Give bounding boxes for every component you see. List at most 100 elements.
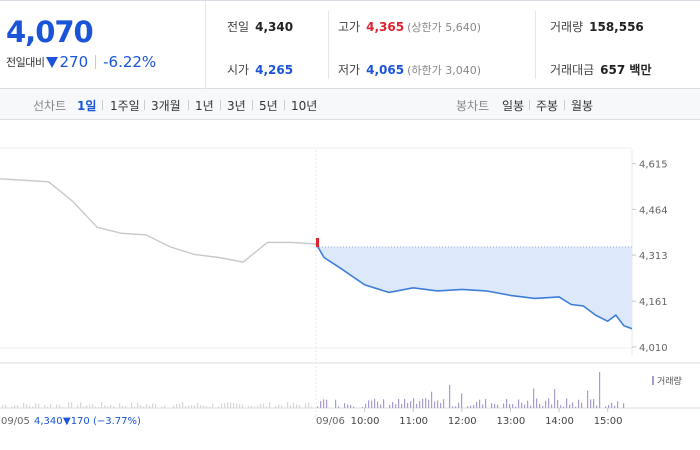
volume-bar	[5, 404, 7, 408]
volume-bar	[482, 404, 484, 408]
volume-bar	[428, 399, 430, 408]
volume-bar	[410, 401, 412, 408]
volume-bar	[293, 402, 295, 408]
volume-bar	[581, 402, 583, 408]
volume-bar	[125, 405, 127, 408]
volume-bar	[227, 402, 229, 408]
volume-bar	[131, 402, 133, 408]
volume-bar	[605, 406, 607, 408]
volume-bar	[263, 403, 265, 408]
volume-bar	[485, 399, 487, 408]
volume-bar	[305, 403, 307, 408]
volume-bar	[14, 405, 16, 408]
volume-bar	[104, 405, 106, 408]
volume-bar	[416, 403, 418, 408]
volume-bar	[458, 402, 460, 408]
volume-bar	[362, 406, 364, 408]
volume-bar	[182, 402, 184, 408]
volume-bar	[173, 405, 175, 408]
volume-bar	[383, 399, 385, 408]
volume: 거래량 158,556	[550, 20, 644, 34]
volume-bar	[212, 403, 214, 408]
volume-bar	[494, 403, 496, 408]
volume-bar	[377, 401, 379, 408]
volume-bar	[47, 406, 49, 408]
prev-day-close: 4,340	[34, 416, 63, 427]
candle-daily[interactable]: 일봉	[502, 99, 525, 113]
price-change: 전일대비 270 -6.22%	[6, 53, 156, 71]
period-1w[interactable]: 1주일	[110, 99, 140, 113]
price-tick-label: 4,615	[639, 160, 668, 171]
period-10y[interactable]: 10년	[291, 99, 318, 113]
current-price-box: 4,070 전일대비 270 -6.22%	[0, 1, 206, 89]
volume-bar	[311, 406, 313, 408]
volume-bar	[290, 405, 292, 408]
volume-bar	[545, 400, 547, 408]
volume-bar	[521, 402, 523, 408]
volume-bar	[110, 404, 112, 408]
volume-bar	[590, 399, 592, 408]
volume-bar	[608, 404, 610, 408]
volume-bar	[434, 401, 436, 408]
price-chart[interactable]: 4,615 4,464 4,313 4,161 4,010 거래량 09/05 4,34…	[0, 120, 700, 450]
volume-bar	[17, 404, 19, 408]
volume-bar	[179, 404, 181, 408]
volume-bar	[236, 403, 238, 408]
period-3y[interactable]: 3년	[227, 99, 246, 113]
volume-bar	[413, 398, 415, 408]
period-1d[interactable]: 1일	[77, 99, 97, 113]
volume-bar	[155, 404, 157, 408]
volume-bar	[542, 405, 544, 408]
divider	[144, 100, 145, 110]
time-tick-label: 13:00	[496, 416, 525, 427]
prev-day-date: 09/05	[1, 416, 30, 427]
volume-bar	[287, 402, 289, 408]
volume-bar	[98, 406, 100, 408]
volume-bar	[572, 402, 574, 408]
prev-close: 전일 4,340	[227, 20, 294, 34]
volume-bar	[161, 406, 163, 408]
price-tick-label: 4,161	[639, 297, 668, 308]
volume-bar	[209, 406, 211, 408]
volume-legend: 거래량	[652, 375, 682, 387]
volume-bar	[617, 401, 619, 408]
volume-bar	[611, 402, 613, 408]
volume-bar	[149, 405, 151, 408]
volume-bar	[518, 399, 520, 408]
low-price: 저가 4,065 (하한가 3,040)	[338, 63, 481, 77]
volume-bar	[623, 403, 625, 408]
volume-bar	[353, 406, 355, 408]
candle-monthly[interactable]: 월봉	[571, 99, 594, 113]
candle-weekly[interactable]: 주봉	[536, 99, 559, 113]
period-3m[interactable]: 3개월	[151, 99, 181, 113]
volume-bar	[368, 400, 370, 408]
volume-bar	[26, 404, 28, 408]
volume-bar	[344, 403, 346, 408]
volume-bar	[239, 404, 241, 408]
volume-bar	[296, 404, 298, 408]
period-5y[interactable]: 5년	[259, 99, 278, 113]
volume-bar	[254, 406, 256, 408]
volume-bar	[578, 399, 580, 408]
volume-bar	[419, 400, 421, 408]
candle-chart-label: 봉차트	[456, 99, 490, 113]
open-price: 시가 4,265	[227, 63, 294, 77]
period-1y[interactable]: 1년	[195, 99, 214, 113]
price-area-fill	[316, 243, 632, 329]
divider	[220, 100, 221, 110]
volume-bar	[503, 403, 505, 408]
volume-bar	[569, 404, 571, 408]
volume-bar	[122, 405, 124, 408]
volume-bar	[452, 406, 454, 408]
volume-bar	[599, 372, 601, 408]
volume-bar	[50, 403, 52, 408]
prev-day-change: ▼170 (−3.77%)	[63, 416, 141, 427]
volume-bar	[95, 406, 97, 408]
volume-bar	[203, 405, 205, 408]
volume-bar	[365, 403, 367, 408]
volume-bar	[530, 405, 532, 408]
volume-bar	[422, 398, 424, 408]
volume-bar	[371, 400, 373, 408]
prev-day-price-line	[0, 178, 317, 263]
down-arrow-icon	[46, 56, 59, 68]
